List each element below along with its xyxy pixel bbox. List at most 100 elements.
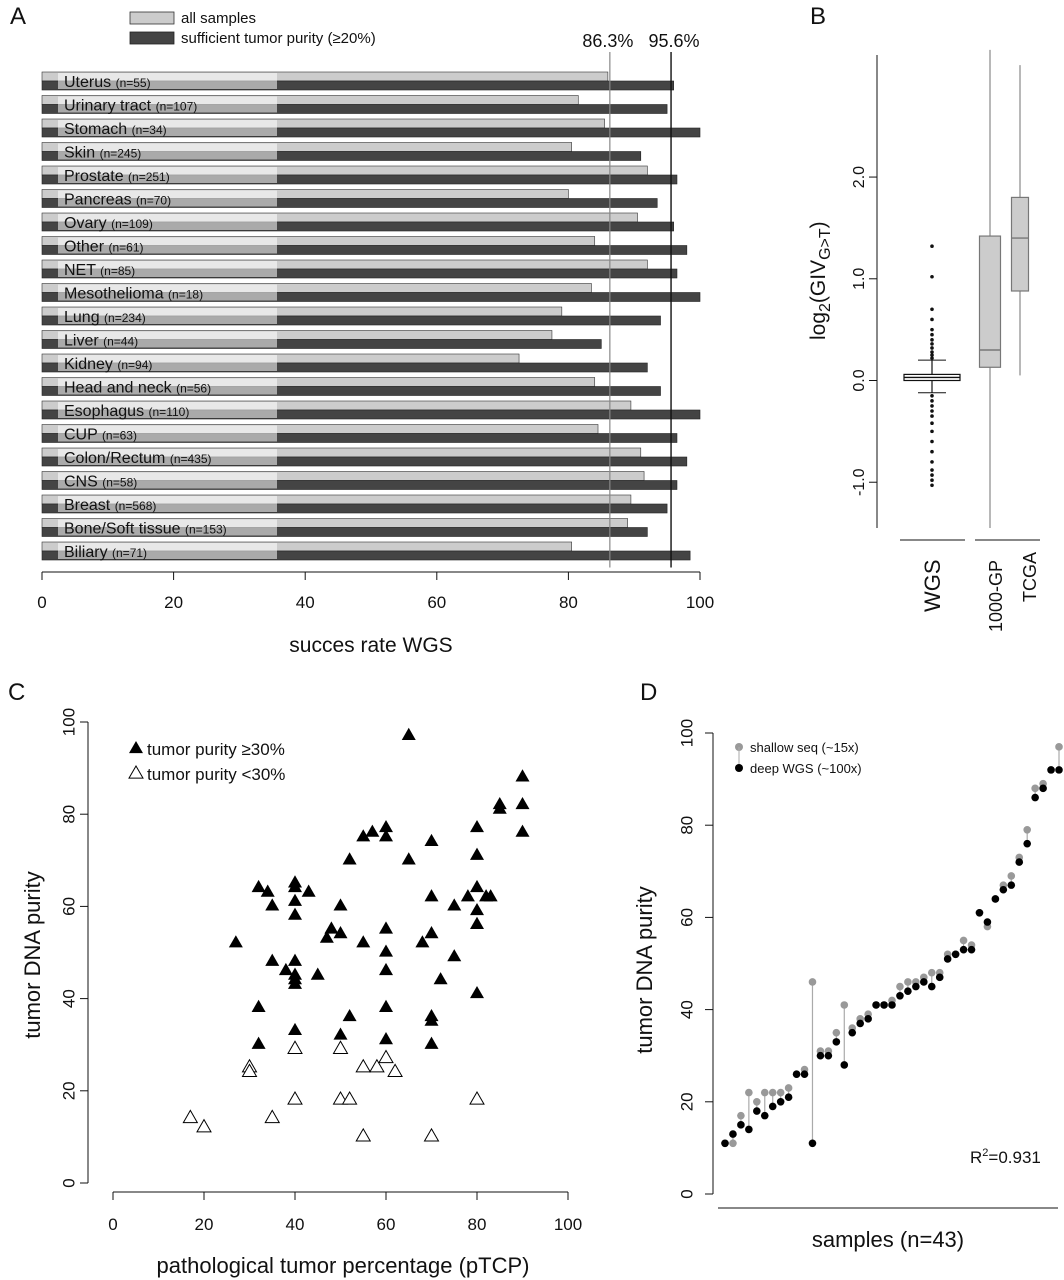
category-label: Mesothelioma (n=18) [64,286,203,303]
y-tick-label: -1.0 [851,468,868,496]
box-outlier-point [930,439,934,444]
data-point-deep [776,1098,785,1106]
data-point-deep [832,1038,841,1046]
legend-label-deep: deep WGS (~100x) [750,761,862,776]
data-point-high-purity [379,962,393,976]
y-tick-label: 80 [677,816,696,835]
category-label-background [58,331,277,348]
category-label: Other (n=61) [64,239,144,256]
legend-swatch-sufficient-purity [129,31,175,45]
bar-sufficient-purity [41,292,701,302]
data-point-high-purity [460,889,475,902]
data-point-deep [935,973,944,982]
panel-label-c: C [8,679,25,706]
data-point-high-purity [288,1022,302,1036]
data-point-deep [760,1111,769,1120]
data-point-high-purity [401,727,416,740]
bar-sufficient-purity [41,127,701,138]
category-label-background [58,425,277,442]
data-point-high-purity [342,1009,357,1022]
data-point-shallow [745,1088,753,1097]
box-outlier-point [930,338,934,342]
category-label-background [58,261,277,277]
data-point-high-purity [424,833,439,847]
data-point-high-purity [515,824,530,837]
data-point-deep [896,991,904,1000]
category-label-background [58,143,277,160]
y-tick-label: 0 [677,1189,696,1198]
bar-sufficient-purity [41,104,668,114]
data-point-shallow [832,1028,841,1037]
legend-swatch-all-samples [129,11,175,25]
x-tick-label: 100 [554,1215,582,1234]
data-point-high-purity [310,967,325,980]
data-point-low-purity [287,1090,303,1105]
panel-c-scatter-plot: 0 20 40 60 80 100 tumor DNA purity 0 20 40 60 80 100… [20,708,582,1278]
data-point-high-purity [288,953,302,966]
data-point-high-purity [515,769,530,782]
category-label: Urinary tract (n=107) [64,98,197,115]
data-point-high-purity [333,926,348,939]
category-label-background [58,449,277,465]
data-point-deep [1055,766,1063,774]
data-point-high-purity [251,879,266,893]
data-point-high-purity [265,898,280,911]
data-point-high-purity [288,907,302,920]
box-iqr [978,235,1002,368]
data-point-deep [840,1061,849,1069]
box-outlier-point [930,449,934,454]
box-outlier-point [930,404,934,408]
legend-label-shallow: shallow seq (~15x) [750,740,859,755]
category-label: Breast (n=568) [64,497,156,514]
y-tick-label: 0.0 [851,369,868,391]
y-tick-label: 2.0 [851,166,868,188]
box-outlier-point [930,327,934,332]
legend-marker-high-purity [129,740,143,754]
data-point-high-purity [379,829,393,842]
category-label-background [58,214,277,230]
data-point-high-purity [470,902,484,916]
data-point-deep [912,982,920,991]
data-point-deep [951,950,960,959]
x-tick-label: 0 [37,593,46,612]
x-tick-label: 100 [686,593,714,612]
x-tick-label: 40 [296,593,315,612]
data-point-deep [848,1028,857,1037]
box-outlier-point [930,409,934,413]
data-point-shallow [1031,784,1039,793]
bar-sufficient-purity [41,480,678,490]
data-point-shallow [1007,872,1016,880]
x-tick-label: 60 [377,1215,396,1234]
category-label-background [58,308,277,324]
x-axis-label: samples (n=43) [812,1227,964,1252]
data-point-high-purity [319,930,334,943]
category-label-background [58,190,277,207]
data-point-high-purity [470,916,484,929]
category-label: CUP (n=63) [64,427,137,444]
y-tick-label: 1.0 [851,268,868,290]
legend-label-all-samples: all samples [181,10,256,27]
box-outlier-point [930,468,934,472]
data-point-high-purity [342,852,357,865]
data-point-high-purity [356,829,371,842]
panel-b-box-plot: -1.0 0.0 1.0 2.0 log2(GIVG>T) WGS 1000-GP TCGA [807,49,1040,632]
data-point-shallow [737,1111,745,1120]
category-label: NET (n=85) [64,262,135,279]
data-point-high-purity [228,935,243,948]
data-point-deep [800,1070,809,1078]
data-point-low-purity [378,1049,394,1064]
box-outlier-point [930,478,934,482]
data-point-low-purity [196,1118,212,1133]
data-point-deep [927,982,936,991]
y-tick-label: 40 [59,989,78,1008]
data-point-shallow [959,936,968,945]
data-point-high-purity [470,985,484,999]
data-point-high-purity [278,962,293,976]
category-label-background [58,402,277,418]
box-outlier-point [930,483,934,488]
box-outlier-point [930,356,934,360]
bar-sufficient-purity [41,550,691,561]
bar-sufficient-purity [41,80,674,91]
bar-sufficient-purity [41,527,648,537]
